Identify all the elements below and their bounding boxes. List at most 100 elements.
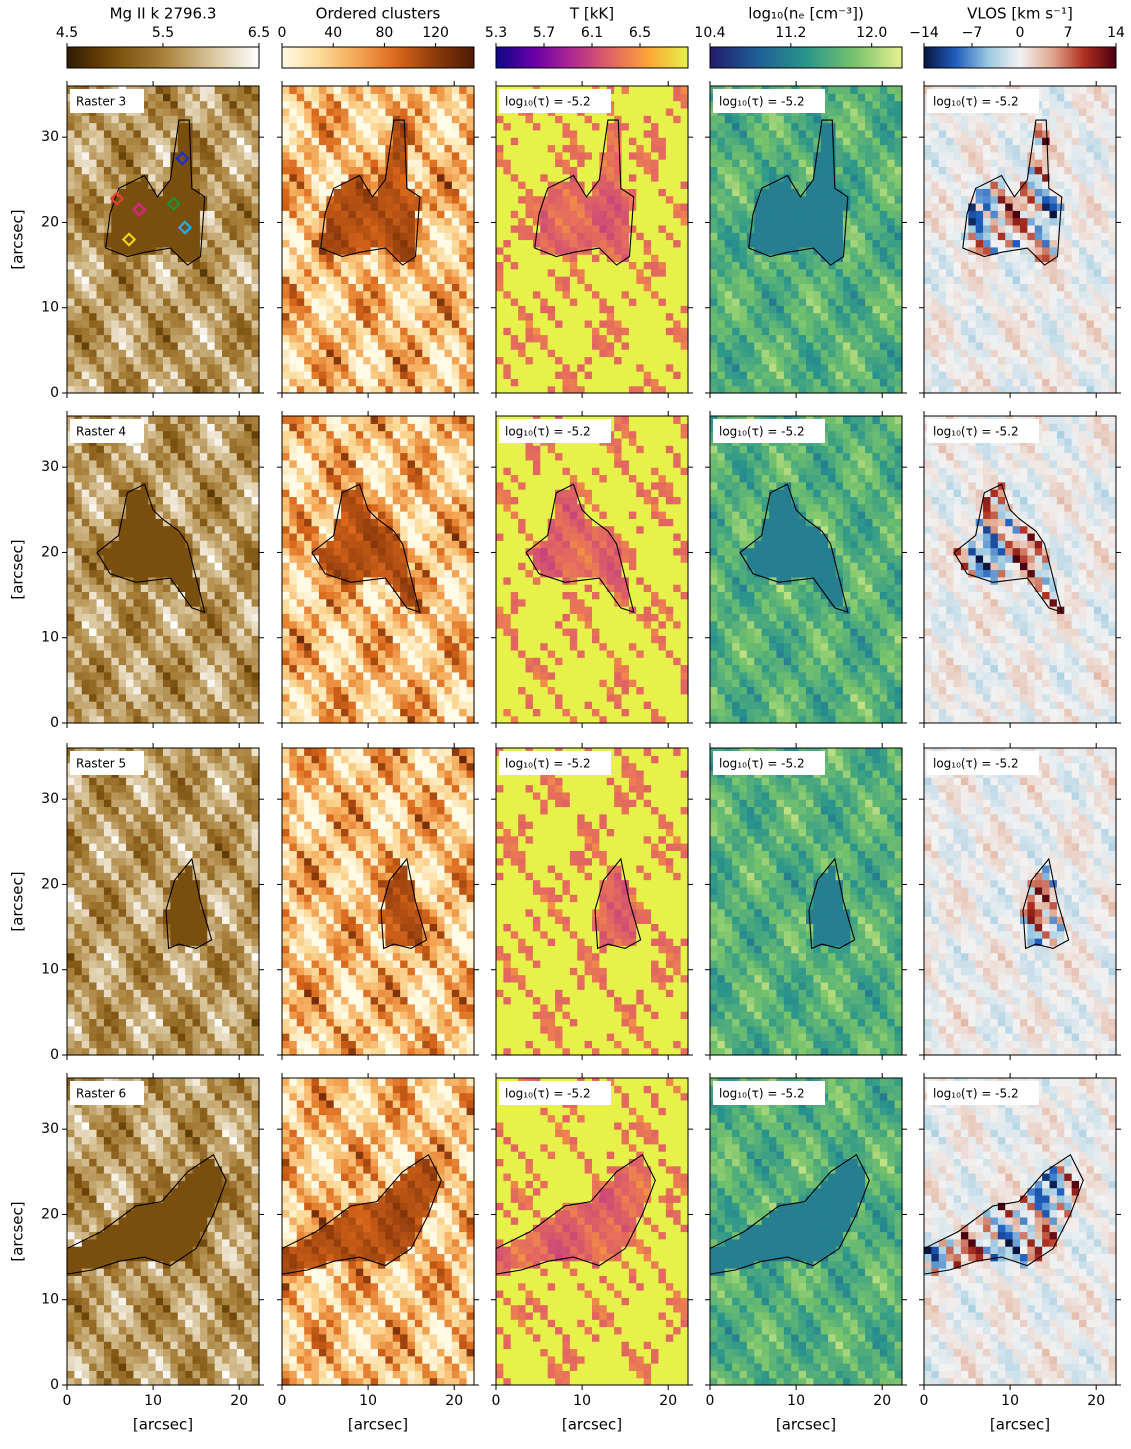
pixel (193, 982, 201, 990)
pixel (141, 858, 149, 866)
pixel (67, 777, 75, 785)
pixel (252, 621, 260, 629)
pixel (97, 701, 105, 709)
pixel (237, 1011, 245, 1019)
pixel (119, 342, 127, 350)
pixel (200, 548, 208, 556)
pixel (207, 378, 215, 386)
pixel (89, 606, 97, 614)
pixel (89, 938, 97, 946)
pixel (148, 210, 156, 218)
pixel (229, 894, 237, 902)
y-axis-label: [arcsec] (9, 209, 27, 269)
pixel (111, 174, 119, 182)
pixel (126, 701, 134, 709)
pixel (133, 269, 141, 277)
pixel (244, 261, 252, 269)
pixel (148, 821, 156, 829)
pixel (200, 770, 208, 778)
pixel (229, 254, 237, 262)
pixel (119, 1033, 127, 1041)
pixel (185, 872, 193, 880)
pixel (119, 672, 127, 680)
pixel (141, 828, 149, 836)
pixel (170, 364, 178, 372)
pixel (67, 1370, 75, 1378)
pixel (207, 997, 215, 1005)
pixel (104, 613, 112, 621)
pixel (244, 327, 252, 335)
pixel (141, 916, 149, 924)
pixel (141, 305, 149, 313)
pixel (104, 1202, 112, 1210)
pixel (82, 1275, 90, 1283)
pixel (170, 533, 178, 541)
pixel (126, 570, 134, 578)
pixel (141, 1210, 149, 1218)
pixel (89, 1033, 97, 1041)
pixel (222, 577, 230, 585)
pixel (133, 1261, 141, 1269)
pixel (156, 792, 164, 800)
pixel (215, 467, 223, 475)
pixel (74, 657, 82, 665)
pixel (237, 679, 245, 687)
pixel (244, 599, 252, 607)
pixel (126, 828, 134, 836)
pixel (163, 130, 171, 138)
pixel (104, 665, 112, 673)
pixel (67, 1173, 75, 1181)
pixel (148, 814, 156, 822)
pixel (119, 269, 127, 277)
pixel (67, 496, 75, 504)
pixel (148, 1261, 156, 1269)
pixel (133, 1334, 141, 1342)
pixel (229, 770, 237, 778)
pixel (126, 679, 134, 687)
pixel (148, 1370, 156, 1378)
pixel (82, 650, 90, 658)
pixel (82, 232, 90, 240)
pixel (111, 716, 119, 724)
pixel (170, 342, 178, 350)
pixel (185, 701, 193, 709)
pixel (111, 989, 119, 997)
pixel (111, 1210, 119, 1218)
pixel (185, 416, 193, 424)
pixel (252, 423, 260, 431)
pixel (237, 130, 245, 138)
pixel (193, 1261, 201, 1269)
pixel (141, 975, 149, 983)
pixel (67, 1107, 75, 1115)
pixel (222, 511, 230, 519)
pixel (74, 349, 82, 357)
pixel (126, 349, 134, 357)
pixel (74, 1004, 82, 1012)
pixel (215, 894, 223, 902)
pixel (222, 335, 230, 343)
pixel (148, 982, 156, 990)
pixel (126, 283, 134, 291)
pixel (82, 814, 90, 822)
pixel (126, 276, 134, 284)
pixel (67, 858, 75, 866)
pixel (119, 902, 127, 910)
pixel (156, 975, 164, 983)
pixel (82, 254, 90, 262)
pixel (119, 785, 127, 793)
pixel (119, 327, 127, 335)
pixel (111, 320, 119, 328)
pixel (200, 1202, 208, 1210)
pixel (82, 218, 90, 226)
pixel (126, 356, 134, 364)
pixel (156, 1122, 164, 1130)
pixel (67, 1305, 75, 1313)
pixel (156, 144, 164, 152)
pixel (97, 386, 105, 394)
pixel (185, 1122, 193, 1130)
pixel (89, 665, 97, 673)
pixel (252, 504, 260, 512)
pixel (200, 1004, 208, 1012)
pixel (229, 364, 237, 372)
pixel (141, 445, 149, 453)
